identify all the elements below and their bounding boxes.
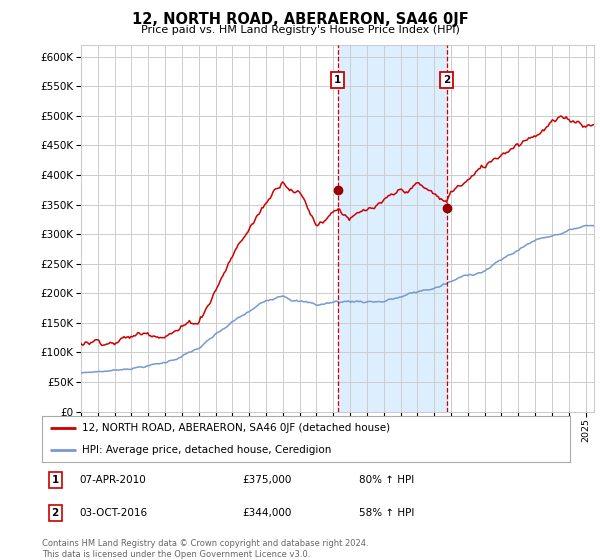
Text: 07-APR-2010: 07-APR-2010	[79, 475, 146, 485]
Text: 12, NORTH ROAD, ABERAERON, SA46 0JF (detached house): 12, NORTH ROAD, ABERAERON, SA46 0JF (det…	[82, 423, 390, 433]
Text: £344,000: £344,000	[242, 508, 292, 517]
Text: 12, NORTH ROAD, ABERAERON, SA46 0JF: 12, NORTH ROAD, ABERAERON, SA46 0JF	[131, 12, 469, 27]
Bar	[338, 45, 447, 412]
Text: 2: 2	[443, 74, 451, 85]
Text: 80% ↑ HPI: 80% ↑ HPI	[359, 475, 414, 485]
Text: 1: 1	[334, 74, 341, 85]
Text: 03-OCT-2016: 03-OCT-2016	[79, 508, 147, 517]
Text: Contains HM Land Registry data © Crown copyright and database right 2024.
This d: Contains HM Land Registry data © Crown c…	[42, 539, 368, 559]
Text: 58% ↑ HPI: 58% ↑ HPI	[359, 508, 414, 517]
Text: HPI: Average price, detached house, Ceredigion: HPI: Average price, detached house, Cere…	[82, 445, 331, 455]
Text: Price paid vs. HM Land Registry's House Price Index (HPI): Price paid vs. HM Land Registry's House …	[140, 25, 460, 35]
Text: £375,000: £375,000	[242, 475, 292, 485]
Text: 1: 1	[52, 475, 59, 485]
Text: 2: 2	[52, 508, 59, 517]
